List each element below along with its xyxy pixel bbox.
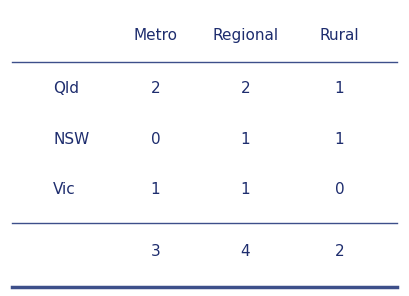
Text: 2: 2 (151, 81, 160, 96)
Text: 0: 0 (151, 132, 160, 147)
Text: Rural: Rural (320, 28, 359, 43)
Text: 1: 1 (240, 132, 250, 147)
Text: Qld: Qld (53, 81, 79, 96)
Text: 1: 1 (151, 182, 160, 197)
Text: NSW: NSW (53, 132, 90, 147)
Text: 1: 1 (335, 132, 344, 147)
Text: 0: 0 (335, 182, 344, 197)
Text: Regional: Regional (212, 28, 279, 43)
Text: Metro: Metro (133, 28, 178, 43)
Text: 1: 1 (335, 81, 344, 96)
Text: 2: 2 (240, 81, 250, 96)
Text: 4: 4 (240, 244, 250, 259)
Text: Vic: Vic (53, 182, 76, 197)
Text: 2: 2 (335, 244, 344, 259)
Text: 3: 3 (151, 244, 160, 259)
Text: 1: 1 (240, 182, 250, 197)
